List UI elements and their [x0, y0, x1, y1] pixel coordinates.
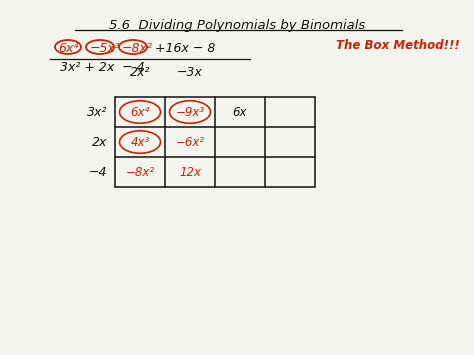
Text: 2x²: 2x² — [130, 66, 150, 79]
Text: 4x³: 4x³ — [130, 136, 150, 148]
Text: −9x³: −9x³ — [175, 105, 205, 119]
Text: −8x²: −8x² — [126, 165, 155, 179]
Text: 6x⁴: 6x⁴ — [130, 105, 150, 119]
Text: The Box Method!!!: The Box Method!!! — [336, 39, 460, 52]
Text: 3x²: 3x² — [87, 105, 107, 119]
Text: 6x: 6x — [233, 105, 247, 119]
Text: −8x²: −8x² — [122, 42, 153, 55]
Text: −3x: −3x — [177, 66, 203, 79]
Text: 2x: 2x — [91, 136, 107, 148]
Text: −4: −4 — [89, 165, 107, 179]
Text: 6x⁴: 6x⁴ — [58, 42, 78, 55]
Text: 12x: 12x — [179, 165, 201, 179]
Text: −6x²: −6x² — [175, 136, 205, 148]
Text: 3x² + 2x  − 4: 3x² + 2x − 4 — [60, 61, 145, 74]
Text: 5.6  Dividing Polynomials by Binomials: 5.6 Dividing Polynomials by Binomials — [109, 19, 365, 32]
Text: +16x − 8: +16x − 8 — [155, 42, 215, 55]
Text: −5x³: −5x³ — [90, 42, 121, 55]
